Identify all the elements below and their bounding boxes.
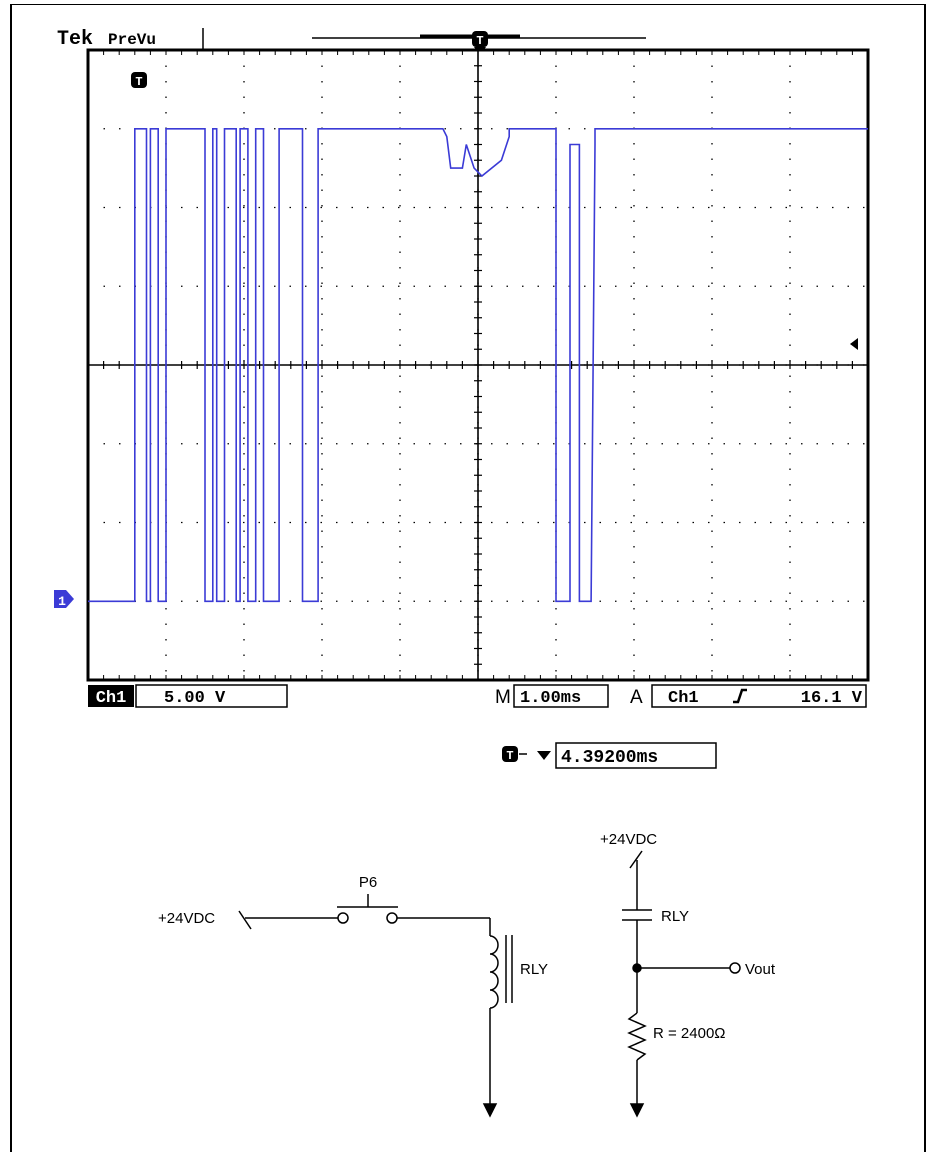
ground-arrow-left-icon	[482, 1103, 498, 1118]
delay-marker-icon	[537, 751, 551, 760]
output-circuit: +24VDC RLY Vout R = 2400Ω	[600, 831, 776, 1118]
trigger-delay-icon-letter: T	[506, 749, 513, 763]
output-label: Vout	[745, 961, 776, 978]
channel-1-marker-number: 1	[58, 594, 66, 609]
trigger-delay-readout: T 4.39200ms	[502, 742, 717, 769]
ground-arrow-right-icon	[629, 1103, 645, 1118]
trigger-delay-value: 4.39200ms	[561, 748, 658, 768]
page-frame	[10, 4, 926, 1152]
channel-readout: Ch1 5.00 V	[88, 684, 288, 708]
graticule-grid	[87, 49, 869, 681]
channel-readout-label: Ch1	[96, 689, 127, 708]
switch-label: P6	[359, 874, 377, 891]
resistor-label: R = 2400Ω	[653, 1025, 726, 1042]
supply-tick-right	[629, 850, 643, 869]
trigger-icon-letter: T	[135, 75, 142, 89]
coil-label: RLY	[520, 961, 548, 978]
supply-label-right: +24VDC	[600, 831, 657, 848]
trigger-prefix: A	[630, 687, 643, 708]
timebase-prefix: M	[495, 687, 511, 708]
time-per-div-value: 1.00ms	[520, 689, 581, 708]
output-terminal	[729, 962, 741, 974]
switch-contact-left	[337, 912, 349, 924]
brand-label: Tek	[57, 28, 93, 51]
trigger-source-value: Ch1	[668, 689, 699, 708]
volts-per-div-value: 5.00 V	[164, 689, 226, 708]
trigger-level-arrow-icon	[850, 338, 858, 350]
trigger-readout: A Ch1 16.1 V	[630, 684, 867, 708]
supply-label-left: +24VDC	[158, 910, 215, 927]
trigger-level-value: 16.1 V	[801, 689, 863, 708]
channel-1-marker: 1	[54, 590, 74, 609]
switch-contact-right	[386, 912, 398, 924]
rising-edge-icon	[733, 688, 747, 704]
timebase-readout: M 1.00ms	[495, 684, 609, 708]
switch-circuit: +24VDC P6 RLY	[158, 874, 548, 1118]
waveform-trace	[88, 128, 868, 603]
supply-tick-left	[238, 910, 252, 930]
relay-coil	[489, 935, 499, 1009]
trigger-icon: T	[131, 72, 147, 89]
trigger-position-letter: T	[476, 34, 483, 48]
resistor	[627, 1012, 647, 1061]
mode-label: PreVu	[108, 31, 156, 49]
contact-label: RLY	[661, 908, 689, 925]
